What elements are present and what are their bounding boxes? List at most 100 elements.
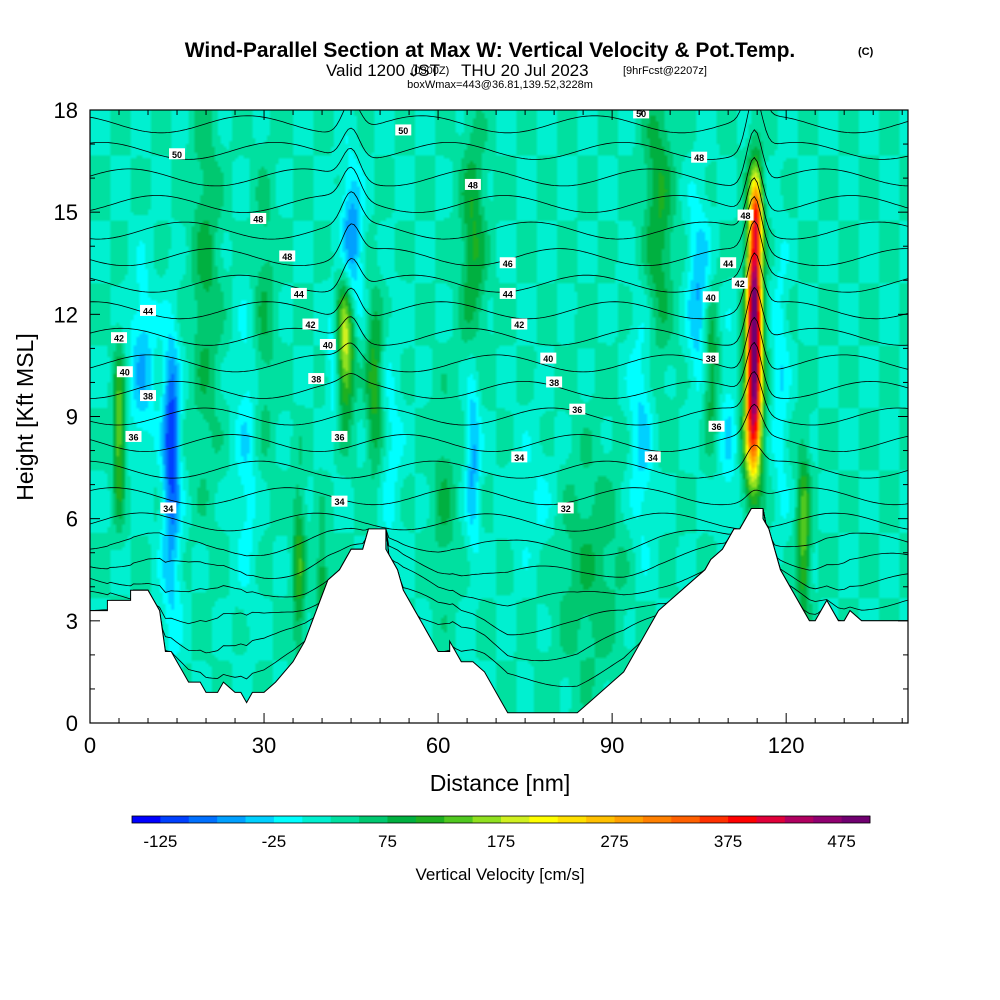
y-tick-label: 3	[66, 609, 78, 634]
theta-contour-line	[90, 370, 908, 426]
y-tick-label: 6	[66, 507, 78, 532]
contour-label-bg	[546, 376, 563, 388]
colorbar: -125 -25 75 175 275 375 475	[131, 815, 871, 851]
colorbar-swatch	[245, 816, 275, 823]
colorbar-swatch	[444, 816, 474, 823]
contour-label-bg	[331, 495, 348, 507]
theta-contour-line	[90, 156, 908, 213]
colorbar-swatch	[273, 816, 303, 823]
contour-label: 42	[305, 320, 315, 330]
contour-label: 48	[282, 252, 292, 262]
contour-label-bg	[140, 390, 157, 402]
contour-label-bg	[279, 250, 296, 262]
colorbar-swatch	[614, 816, 644, 823]
colorbar-tick-label: 75	[378, 832, 397, 851]
contour-label-bg	[702, 291, 719, 303]
contour-label: 34	[514, 453, 524, 463]
y-tick-label: 18	[54, 98, 78, 123]
theta-contours	[90, 110, 908, 687]
contour-label-bg	[111, 332, 128, 344]
x-tick-label: 30	[252, 733, 276, 758]
contour-label: 38	[143, 392, 153, 402]
colorbar-swatch	[217, 816, 246, 823]
theta-contour-line	[90, 110, 908, 160]
x-tick-label: 0	[84, 733, 96, 758]
colorbar-label: Vertical Velocity [cm/s]	[415, 865, 584, 884]
theta-contour-line	[90, 110, 908, 134]
contour-label: 42	[114, 334, 124, 344]
subtitle-utc: (0300Z)	[411, 65, 450, 77]
contour-label-bg	[691, 151, 708, 163]
x-tick-label: 120	[768, 733, 805, 758]
theta-contour-line	[90, 403, 908, 453]
colorbar-swatch	[586, 816, 615, 823]
contour-label: 40	[543, 354, 553, 364]
contour-label-bg	[737, 209, 754, 221]
colorbar-swatch	[699, 816, 729, 823]
theta-contour-line	[90, 220, 908, 293]
contour-label: 44	[294, 289, 304, 299]
contour-label: 34	[163, 504, 173, 514]
contour-label: 40	[323, 340, 333, 350]
contour-label: 48	[741, 211, 751, 221]
chart-title: Wind-Parallel Section at Max W: Vertical…	[185, 39, 796, 62]
theta-contour-line	[90, 129, 908, 187]
colorbar-tick-label: 275	[600, 832, 628, 851]
contour-label: 36	[129, 432, 139, 442]
contour-label-bg	[319, 338, 336, 350]
contour-label-bg	[511, 318, 528, 330]
contour-label: 44	[723, 259, 733, 269]
contour-label-bg	[702, 352, 719, 364]
contour-label: 34	[648, 453, 658, 463]
contour-label-bg	[395, 124, 412, 136]
subtitle-valid: Valid 1200 JST	[326, 61, 440, 80]
colorbar-frame	[131, 815, 871, 824]
contour-label: 36	[334, 432, 344, 442]
subtitle-date: THU 20 Jul 2023	[461, 61, 589, 80]
contour-label-bg	[499, 287, 516, 299]
theta-contour-line	[90, 252, 908, 320]
y-tick-label: 12	[54, 302, 78, 327]
contour-label-bg	[302, 318, 319, 330]
colorbar-swatch	[415, 816, 445, 823]
contour-label-bg	[499, 257, 516, 269]
colorbar-swatch	[472, 816, 502, 823]
contour-label: 50	[398, 126, 408, 136]
colorbar-swatch	[387, 816, 417, 823]
contour-label-bg	[169, 148, 186, 160]
colorbar-tick-label: 475	[827, 832, 855, 851]
colorbar-swatch	[529, 816, 559, 823]
y-tick-label: 9	[66, 405, 78, 430]
colorbar-swatch	[813, 816, 843, 823]
contour-label-bg	[511, 451, 528, 463]
colorbar-swatch	[841, 816, 871, 823]
theta-contour-line	[90, 286, 908, 346]
contour-label: 48	[694, 153, 704, 163]
theta-contour-line	[90, 444, 908, 479]
contour-label-bg	[140, 304, 157, 316]
colorbar-swatch	[359, 816, 388, 823]
contour-label-bg	[125, 430, 142, 442]
x-tick-label: 60	[426, 733, 450, 758]
y-axis-label: Height [Kft MSL]	[12, 333, 38, 500]
chart-title-mark: (C)	[858, 46, 874, 58]
contour-label-bg	[464, 178, 481, 190]
contour-label: 48	[253, 214, 263, 224]
contour-label-bg	[331, 430, 348, 442]
colorbar-swatch	[728, 816, 757, 823]
subtitle-boxwmax: boxWmax=443@36.81,139.52,3228m	[407, 79, 593, 91]
colorbar-tick-label: -125	[143, 832, 177, 851]
contour-label-bg	[160, 502, 177, 514]
contour-label: 46	[503, 259, 513, 269]
colorbar-swatch	[642, 816, 672, 823]
contour-label-bg	[569, 403, 586, 415]
colorbar-swatch	[671, 816, 701, 823]
colorbar-swatch	[302, 816, 332, 823]
colorbar-swatch	[784, 816, 814, 823]
contour-label: 34	[334, 497, 344, 507]
contour-label: 40	[706, 293, 716, 303]
subtitle-forecast: [9hrFcst@2207z]	[623, 65, 707, 77]
contour-label-bg	[116, 366, 133, 378]
